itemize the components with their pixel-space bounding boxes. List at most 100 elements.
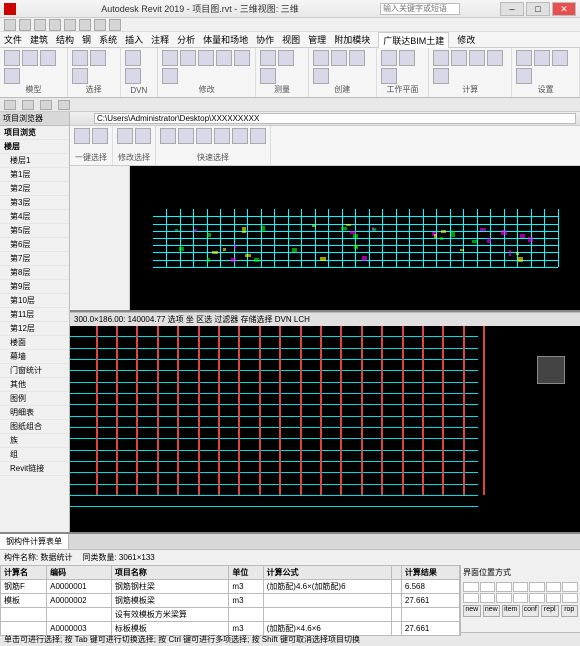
grid-cell[interactable]	[529, 582, 545, 592]
grid-cell[interactable]	[496, 593, 512, 603]
ribbon-tab[interactable]: 注释	[151, 33, 169, 46]
browser-item[interactable]: 第12层	[0, 322, 69, 336]
ribbon-button[interactable]	[162, 68, 178, 84]
sw-ribbon-button[interactable]	[178, 128, 194, 144]
maximize-button[interactable]: □	[526, 2, 550, 16]
path-field[interactable]: C:\Users\Administrator\Desktop\XXXXXXXXX	[94, 113, 576, 124]
sw-ribbon-button[interactable]	[196, 128, 212, 144]
ribbon-tab[interactable]: 分析	[177, 33, 195, 46]
table-row[interactable]: 设有效模板方米梁算	[1, 608, 460, 622]
browser-item[interactable]: 第11层	[0, 308, 69, 322]
side-button[interactable]: new	[483, 605, 501, 617]
browser-item[interactable]: 幕墙	[0, 350, 69, 364]
ribbon-button[interactable]	[313, 68, 329, 84]
side-button[interactable]: new	[463, 605, 481, 617]
grid-cell[interactable]	[562, 593, 578, 603]
ribbon-button[interactable]	[278, 50, 294, 66]
option-button[interactable]	[58, 100, 70, 110]
ribbon-button[interactable]	[381, 50, 397, 66]
ribbon-button[interactable]	[349, 50, 365, 66]
qat-button[interactable]	[94, 19, 106, 31]
side-button[interactable]: repl	[541, 605, 559, 617]
side-button[interactable]: conf	[522, 605, 540, 617]
grid-cell[interactable]	[463, 593, 479, 603]
ribbon-button[interactable]	[72, 50, 88, 66]
ribbon-button[interactable]	[313, 50, 329, 66]
browser-item[interactable]: 第6层	[0, 238, 69, 252]
grid-cell[interactable]	[546, 582, 562, 592]
ribbon-tab[interactable]: 协作	[256, 33, 274, 46]
browser-item[interactable]: 项目浏览	[0, 126, 69, 140]
ribbon-button[interactable]	[198, 50, 214, 66]
ribbon-tab[interactable]: 附加模块	[334, 33, 370, 46]
qat-button[interactable]	[64, 19, 76, 31]
browser-item[interactable]: 第9层	[0, 280, 69, 294]
grid-cell[interactable]	[480, 582, 496, 592]
grid-cell[interactable]	[496, 582, 512, 592]
browser-item[interactable]: 第5层	[0, 224, 69, 238]
browser-item[interactable]: 图例	[0, 392, 69, 406]
ribbon-button[interactable]	[162, 50, 178, 66]
side-button[interactable]: rop	[561, 605, 579, 617]
qat-button[interactable]	[34, 19, 46, 31]
ribbon-tab[interactable]: 文件	[4, 33, 22, 46]
ribbon-button[interactable]	[381, 68, 397, 84]
view-cube[interactable]	[537, 356, 565, 384]
ribbon-button[interactable]	[399, 50, 415, 66]
ribbon-tab[interactable]: 广联达BIM土建	[378, 32, 449, 48]
sw-ribbon-button[interactable]	[214, 128, 230, 144]
grid-cell[interactable]	[546, 593, 562, 603]
browser-item[interactable]: 楼面	[0, 336, 69, 350]
option-button[interactable]	[40, 100, 52, 110]
browser-item[interactable]: 楼层1	[0, 154, 69, 168]
ribbon-button[interactable]	[433, 68, 449, 84]
ribbon-tab[interactable]: 结构	[56, 33, 74, 46]
option-button[interactable]	[22, 100, 34, 110]
qat-button[interactable]	[109, 19, 121, 31]
ribbon-tab[interactable]: 视图	[282, 33, 300, 46]
ribbon-button[interactable]	[260, 68, 276, 84]
minimize-button[interactable]: ‒	[500, 2, 524, 16]
close-button[interactable]: ✕	[552, 2, 576, 16]
browser-item[interactable]: 第8层	[0, 266, 69, 280]
ribbon-button[interactable]	[552, 50, 568, 66]
browser-item[interactable]: 第2层	[0, 182, 69, 196]
cad-2d-view[interactable]	[130, 166, 580, 310]
browser-item[interactable]: 第1层	[0, 168, 69, 182]
sw-ribbon-button[interactable]	[250, 128, 266, 144]
sw-ribbon-button[interactable]	[160, 128, 176, 144]
ribbon-button[interactable]	[125, 50, 141, 66]
ribbon-button[interactable]	[180, 50, 196, 66]
ribbon-button[interactable]	[487, 50, 503, 66]
side-button[interactable]: item	[502, 605, 520, 617]
qat-button[interactable]	[79, 19, 91, 31]
ribbon-button[interactable]	[40, 50, 56, 66]
ribbon-button[interactable]	[22, 50, 38, 66]
browser-item[interactable]: 族	[0, 434, 69, 448]
ribbon-button[interactable]	[125, 68, 141, 84]
ribbon-button[interactable]	[260, 50, 276, 66]
browser-item[interactable]: Revit链接	[0, 462, 69, 476]
ribbon-button[interactable]	[234, 50, 250, 66]
ribbon-button[interactable]	[72, 68, 88, 84]
ribbon-button[interactable]	[433, 50, 449, 66]
ribbon-button[interactable]	[331, 50, 347, 66]
qat-button[interactable]	[19, 19, 31, 31]
ribbon-tab[interactable]: 管理	[308, 33, 326, 46]
ribbon-tab[interactable]: 体量和场地	[203, 33, 248, 46]
ribbon-button[interactable]	[4, 68, 20, 84]
browser-item[interactable]: 明细表	[0, 406, 69, 420]
option-button[interactable]	[4, 100, 16, 110]
ribbon-button[interactable]	[469, 50, 485, 66]
grid-cell[interactable]	[480, 593, 496, 603]
browser-item[interactable]: 楼层	[0, 140, 69, 154]
ribbon-button[interactable]	[516, 68, 532, 84]
sw-ribbon-button[interactable]	[74, 128, 90, 144]
table-row[interactable]: 钢筋FA0000001钢筋钢柱梁m3(加筋配)4.6×(加筋配)66.568	[1, 580, 460, 594]
browser-item[interactable]: 组	[0, 448, 69, 462]
grid-cell[interactable]	[513, 582, 529, 592]
grid-cell[interactable]	[513, 593, 529, 603]
browser-item[interactable]: 第3层	[0, 196, 69, 210]
browser-item[interactable]: 第7层	[0, 252, 69, 266]
browser-item[interactable]: 门窗统计	[0, 364, 69, 378]
